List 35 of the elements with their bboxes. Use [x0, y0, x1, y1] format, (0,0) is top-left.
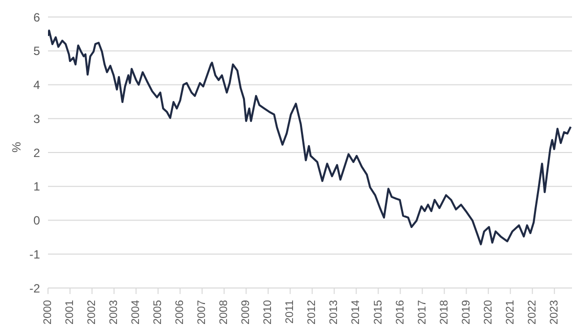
x-tick-label: 2013: [328, 300, 340, 324]
x-tick-label: 2023: [548, 300, 560, 324]
x-tick-label: 2005: [152, 300, 164, 324]
x-tick-label: 2002: [86, 300, 98, 324]
y-tick-label: 5: [33, 44, 40, 58]
y-tick-label: 1: [33, 180, 40, 194]
y-tick-label: 4: [33, 78, 40, 92]
x-tick-label: 2022: [526, 300, 538, 324]
x-tick-label: 2008: [218, 300, 230, 324]
x-tick-label: 2018: [438, 300, 450, 324]
x-tick-label: 2017: [416, 300, 428, 324]
y-tick-label: 6: [33, 10, 40, 24]
line-series: [48, 30, 572, 246]
x-tick-label: 2006: [174, 300, 186, 324]
x-tick-label: 2004: [130, 300, 142, 324]
x-tick-label: 2012: [306, 300, 318, 324]
x-tick-label: 2019: [460, 300, 472, 324]
x-tick-label: 2020: [482, 300, 494, 324]
y-axis-title: %: [9, 142, 24, 152]
x-tick-label: 2009: [240, 300, 252, 324]
x-tick-label: 2003: [108, 300, 120, 324]
y-tick-label: 0: [33, 214, 40, 228]
y-tick-label: -1: [29, 247, 40, 262]
y-tick-label: 2: [33, 146, 40, 160]
x-tick-label: 2016: [394, 300, 406, 324]
x-tick-label: 2001: [64, 300, 76, 324]
x-tick-label: 2015: [372, 300, 384, 324]
x-tick-label: 2011: [284, 300, 296, 324]
x-tick-label: 2014: [350, 300, 362, 324]
x-tick-label: 2007: [196, 300, 208, 324]
y-tick-label: 3: [33, 112, 40, 126]
y-tick-label: -2: [29, 281, 40, 296]
x-tick-label: 2010: [262, 300, 274, 324]
x-tick-label: 2000: [42, 300, 54, 324]
x-tick-label: 2021: [504, 300, 516, 324]
